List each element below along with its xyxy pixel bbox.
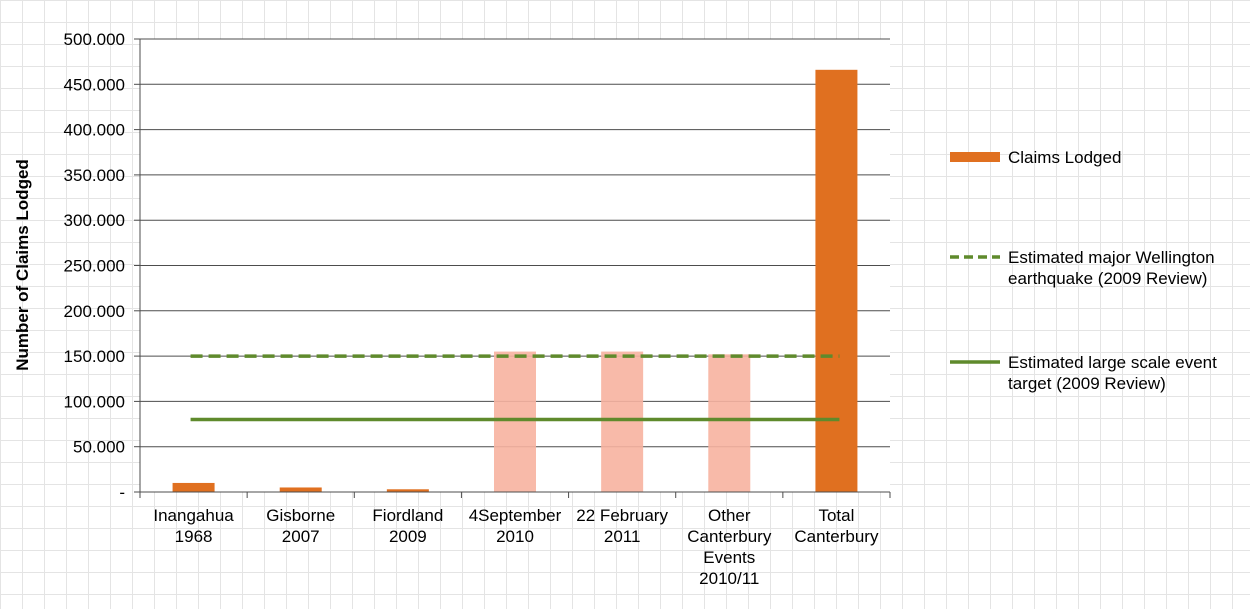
x-tick-label-line: 22 February: [576, 506, 668, 525]
reference-lines: [190, 354, 840, 422]
y-tick-label: 400.000: [64, 121, 125, 140]
x-tick-label: Total Canterbury: [794, 506, 879, 546]
bar-2: [279, 487, 322, 492]
x-tick-label-line: Events: [703, 548, 755, 567]
x-tick-label-line: Canterbury: [794, 527, 879, 546]
y-axis-title: Number of Claims Lodged: [13, 159, 32, 371]
y-tick-label: 50.000: [73, 438, 125, 457]
x-tick-label: Inangahua 1968: [153, 506, 234, 546]
x-tick-label: Gisborne 2007: [266, 506, 335, 546]
x-tick-label-line: 2007: [282, 527, 320, 546]
y-tick-label: 350.000: [64, 166, 125, 185]
y-tick-label: 500.000: [64, 30, 125, 49]
legend-label-line: earthquake (2009 Review): [1008, 269, 1207, 288]
legend-label-line: Claims Lodged: [1008, 148, 1121, 167]
y-tick-label: 200.000: [64, 302, 125, 321]
x-tick-label-line: 2011: [604, 527, 641, 546]
x-tick-label-line: 2010: [496, 527, 534, 546]
x-tick-label-line: Other: [708, 506, 751, 525]
x-tick-label-line: 4September: [469, 506, 562, 525]
y-tick-label: 150.000: [64, 347, 125, 366]
x-tick-label-line: 2009: [389, 527, 427, 546]
legend-label: Estimated large scale event target (2009 …: [1008, 353, 1217, 393]
y-tick-label: 450.000: [64, 75, 125, 94]
legend-swatch-claims: [950, 152, 1000, 162]
x-tick-label: 22 February 2011: [576, 506, 668, 546]
bar-6: [708, 354, 751, 492]
bar-1: [172, 482, 215, 492]
legend-label-line: Estimated large scale event: [1008, 353, 1217, 372]
legend-label: Claims Lodged: [1008, 148, 1121, 167]
x-tick-label-line: 1968: [175, 527, 213, 546]
bar-7: [815, 69, 858, 492]
x-tick-label: 4September 2010: [469, 506, 562, 546]
x-tick-label-line: Inangahua: [153, 506, 234, 525]
legend: Claims Lodged Estimated major Wellington e…: [950, 148, 1217, 393]
legend-label: Estimated major Wellington earthquake (20…: [1008, 248, 1215, 288]
x-tick-label-line: 2010/11: [699, 569, 759, 588]
y-tick-labels: - 50.000 100.000 150.000 200.000 250.000 300.0…: [64, 30, 125, 502]
legend-label-line: Estimated major Wellington: [1008, 248, 1215, 267]
bar-3: [386, 489, 429, 492]
x-tick-label: Other Canterbury Events 2010/11: [687, 506, 772, 588]
x-tick-label-line: Total: [818, 506, 854, 525]
y-tick-label: 100.000: [64, 392, 125, 411]
x-tick-label-line: Gisborne: [266, 506, 335, 525]
y-tick-label: 250.000: [64, 257, 125, 276]
x-tick-label-line: Fiordland: [372, 506, 443, 525]
y-tick-label: -: [119, 483, 125, 502]
bar-4: [494, 351, 536, 492]
y-tick-label: 300.000: [64, 211, 125, 230]
bar-5: [601, 351, 644, 492]
x-tick-labels: Inangahua 1968 Gisborne 2007 Fiordland 2009 4S…: [153, 506, 879, 588]
x-tick-label-line: Canterbury: [687, 527, 772, 546]
axes: [134, 38, 891, 498]
legend-label-line: target (2009 Review): [1008, 374, 1166, 393]
x-tick-label: Fiordland 2009: [372, 506, 443, 546]
bars: [172, 69, 858, 492]
